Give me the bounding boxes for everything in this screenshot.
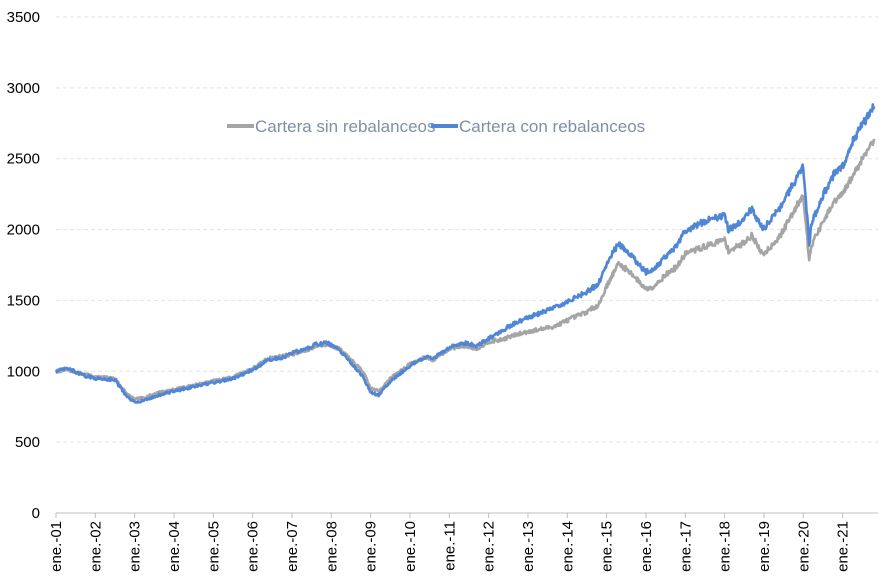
x-tick-label: ene.-01 xyxy=(48,521,65,572)
series-lines xyxy=(54,103,876,404)
x-tick-label: ene.-19 xyxy=(756,521,773,572)
x-tick-label: ene.-17 xyxy=(677,521,694,572)
gridlines xyxy=(56,16,878,443)
x-axis-ticks: ene.-01 ene.-02 ene.-03 ene.-04 ene.-05 ene.-… xyxy=(48,513,852,572)
y-tick-label: 1000 xyxy=(7,363,40,380)
series-line-con-rebalanceos xyxy=(55,103,876,404)
x-tick-label: ene.-06 xyxy=(245,521,262,572)
y-tick-label: 3500 xyxy=(7,9,40,26)
x-tick-label: ene.-21 xyxy=(835,521,852,572)
x-tick-label: ene.-14 xyxy=(559,521,576,572)
y-tick-label: 3000 xyxy=(7,80,40,97)
legend-label-sin-rebalanceos: Cartera sin rebalanceos xyxy=(255,117,435,136)
y-axis-ticks: 0 500 1000 1500 2000 2500 3000 3500 xyxy=(7,9,40,522)
x-tick-label: ene.-12 xyxy=(481,521,498,572)
series-line-sin-rebalanceos xyxy=(54,138,876,402)
x-tick-label: ene.-08 xyxy=(323,521,340,572)
x-tick-label: ene.-05 xyxy=(205,521,222,572)
y-tick-label: 0 xyxy=(32,505,40,522)
x-tick-label: ene.-09 xyxy=(363,521,380,572)
legend-label-con-rebalanceos: Cartera con rebalanceos xyxy=(459,117,645,136)
x-tick-label: ene.-13 xyxy=(520,521,537,572)
y-tick-label: 2000 xyxy=(7,222,40,239)
x-tick-label: ene.-07 xyxy=(284,521,301,572)
x-tick-label: ene.-04 xyxy=(166,521,183,572)
legend: Cartera sin rebalanceos Cartera con reba… xyxy=(227,117,645,136)
x-tick-label: ene.-02 xyxy=(87,521,104,572)
x-tick-label: ene.-15 xyxy=(599,521,616,572)
x-tick-label: ene.-18 xyxy=(717,521,734,572)
y-tick-label: 1500 xyxy=(7,292,40,309)
y-tick-label: 2500 xyxy=(7,151,40,168)
x-tick-label: ene.-03 xyxy=(127,521,144,572)
x-tick-label: ene.-11 xyxy=(441,521,458,571)
x-tick-label: ene.-10 xyxy=(402,521,419,572)
y-tick-label: 500 xyxy=(15,434,40,451)
x-tick-label: ene.-16 xyxy=(638,521,655,572)
x-tick-label: ene.-20 xyxy=(795,521,812,572)
